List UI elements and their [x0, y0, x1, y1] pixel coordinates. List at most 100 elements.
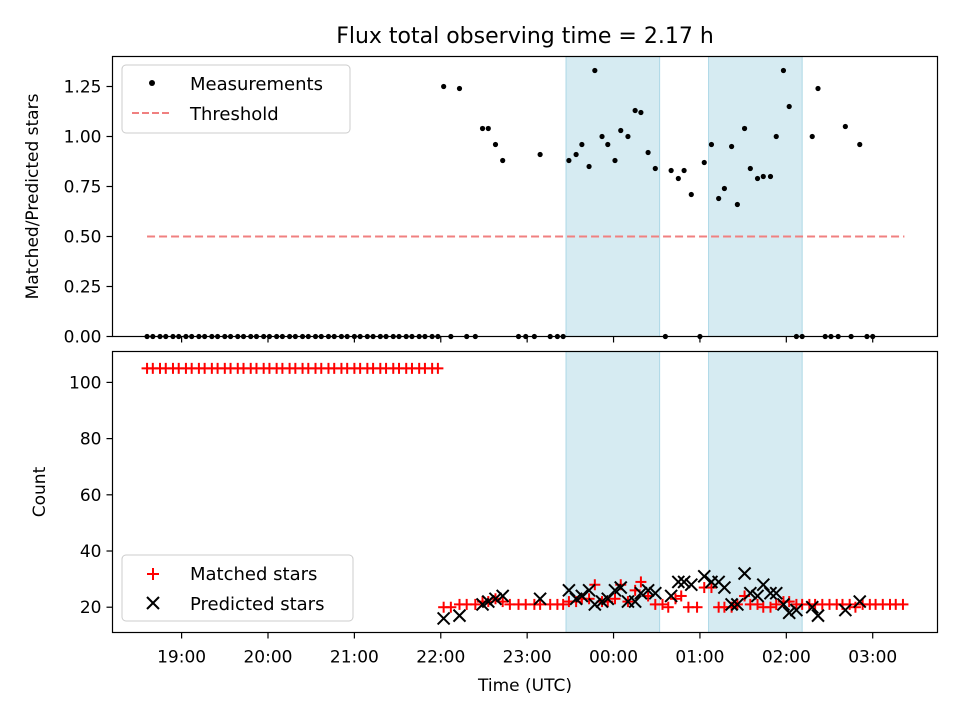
matched-star-point	[469, 598, 481, 610]
predicted-star-point	[488, 592, 503, 606]
y-tick-label: 20	[80, 598, 102, 618]
x-tick-label: 23:00	[503, 648, 552, 668]
matched-star-point	[764, 601, 776, 613]
measurement-point	[754, 175, 761, 182]
legend-predicted-marker	[146, 596, 160, 610]
measurement-point	[842, 123, 848, 130]
x-stroke	[562, 583, 576, 598]
measurement-point	[441, 83, 447, 90]
x-tick-label: 22:00	[416, 648, 465, 668]
top-shaded-regions	[565, 56, 803, 337]
shaded-interval	[565, 56, 661, 337]
y-tick-label: 80	[80, 430, 102, 450]
predicted-star-point	[671, 575, 686, 589]
predicted-star-point	[782, 606, 796, 620]
predicted-star-point	[805, 600, 819, 614]
predicted-stars-points	[436, 566, 867, 626]
matched-star-point	[635, 576, 647, 588]
predicted-star-point	[789, 603, 804, 617]
predicted-star-point	[641, 583, 655, 598]
predicted-star-point	[853, 594, 867, 609]
bottom-y-ticks: 20 40 60 80 100	[69, 373, 113, 618]
x-stroke	[743, 586, 758, 600]
measurement-point	[579, 141, 585, 148]
legend-predicted-label: Predicted stars	[190, 594, 324, 615]
measurement-point	[652, 165, 658, 172]
x-stroke	[495, 589, 510, 603]
predicted-star-point	[769, 586, 783, 600]
y-tick-label: 1.25	[64, 78, 102, 98]
x-stroke	[782, 606, 796, 620]
predicted-star-point	[588, 597, 602, 612]
measurement-point	[675, 175, 681, 182]
matched-star-point	[752, 598, 764, 610]
measurement-point	[492, 141, 499, 148]
x-stroke	[488, 592, 503, 606]
x-stroke	[789, 603, 804, 617]
measurement-point	[780, 67, 787, 74]
legend-matched-label: Matched stars	[190, 564, 317, 585]
bottom-y-axis-label: Count	[30, 466, 50, 517]
matched-star-point	[669, 593, 681, 605]
predicted-star-point	[811, 608, 825, 623]
x-tick-label: 02:00	[762, 648, 811, 668]
x-stroke	[648, 586, 663, 600]
top-axes-frame	[111, 55, 939, 338]
x-stroke	[684, 578, 699, 592]
y-tick-label: 40	[80, 542, 102, 562]
predicted-star-point	[452, 608, 467, 623]
matched-star-point	[770, 598, 782, 610]
measurement-point	[760, 173, 766, 180]
x-tick-label: 00:00	[589, 648, 638, 668]
predicted-star-point	[724, 597, 739, 612]
predicted-star-point	[533, 592, 547, 606]
x-tick-label: 21:00	[330, 648, 379, 668]
x-stroke	[756, 578, 770, 592]
x-stroke	[730, 597, 745, 612]
predicted-star-point	[677, 575, 691, 589]
measurement-point	[809, 133, 815, 140]
matched-star-point	[557, 598, 569, 610]
matched-star-point	[662, 601, 674, 613]
x-stroke	[724, 597, 739, 612]
measurement-point	[625, 133, 631, 140]
predicted-star-point	[684, 578, 699, 592]
measurement-point	[734, 201, 740, 208]
measurement-point	[537, 151, 543, 158]
measurement-point	[573, 151, 579, 158]
predicted-star-point	[838, 603, 853, 617]
predicted-star-point	[717, 580, 732, 595]
measurement-point	[592, 67, 598, 74]
x-stroke	[614, 580, 628, 595]
predicted-star-point	[697, 569, 711, 584]
measurement-point	[708, 141, 715, 148]
predicted-star-point	[436, 611, 451, 626]
x-stroke	[811, 608, 825, 623]
x-stroke	[582, 583, 596, 598]
y-tick-label: 60	[80, 486, 102, 506]
x-stroke	[805, 600, 819, 614]
bottom-legend: Matched stars Predicted stars	[121, 554, 354, 622]
matched-star-point	[609, 593, 621, 605]
matched-star-point	[657, 598, 668, 610]
predicted-star-point	[743, 586, 758, 600]
predicted-star-point	[614, 580, 628, 595]
matched-star-point	[432, 362, 444, 374]
measurement-point	[500, 157, 506, 164]
x-stroke	[697, 569, 711, 584]
x-tick-label: 20:00	[243, 648, 292, 668]
x-axis-label: Time (UTC)	[477, 676, 572, 696]
predicted-star-point	[582, 583, 596, 598]
measurement-points	[144, 67, 876, 340]
measurement-point	[485, 125, 491, 132]
x-tick-label: 01:00	[675, 648, 724, 668]
measurement-point	[599, 133, 605, 140]
measurement-point	[479, 125, 486, 132]
x-stroke	[588, 597, 602, 612]
top-panel: Flux total observing time = 2.17 h 0.000…	[23, 24, 939, 348]
y-tick-label: 1.00	[64, 128, 102, 148]
matched-stars-points	[141, 362, 909, 613]
measurement-point	[586, 163, 592, 170]
x-stroke	[452, 608, 467, 623]
